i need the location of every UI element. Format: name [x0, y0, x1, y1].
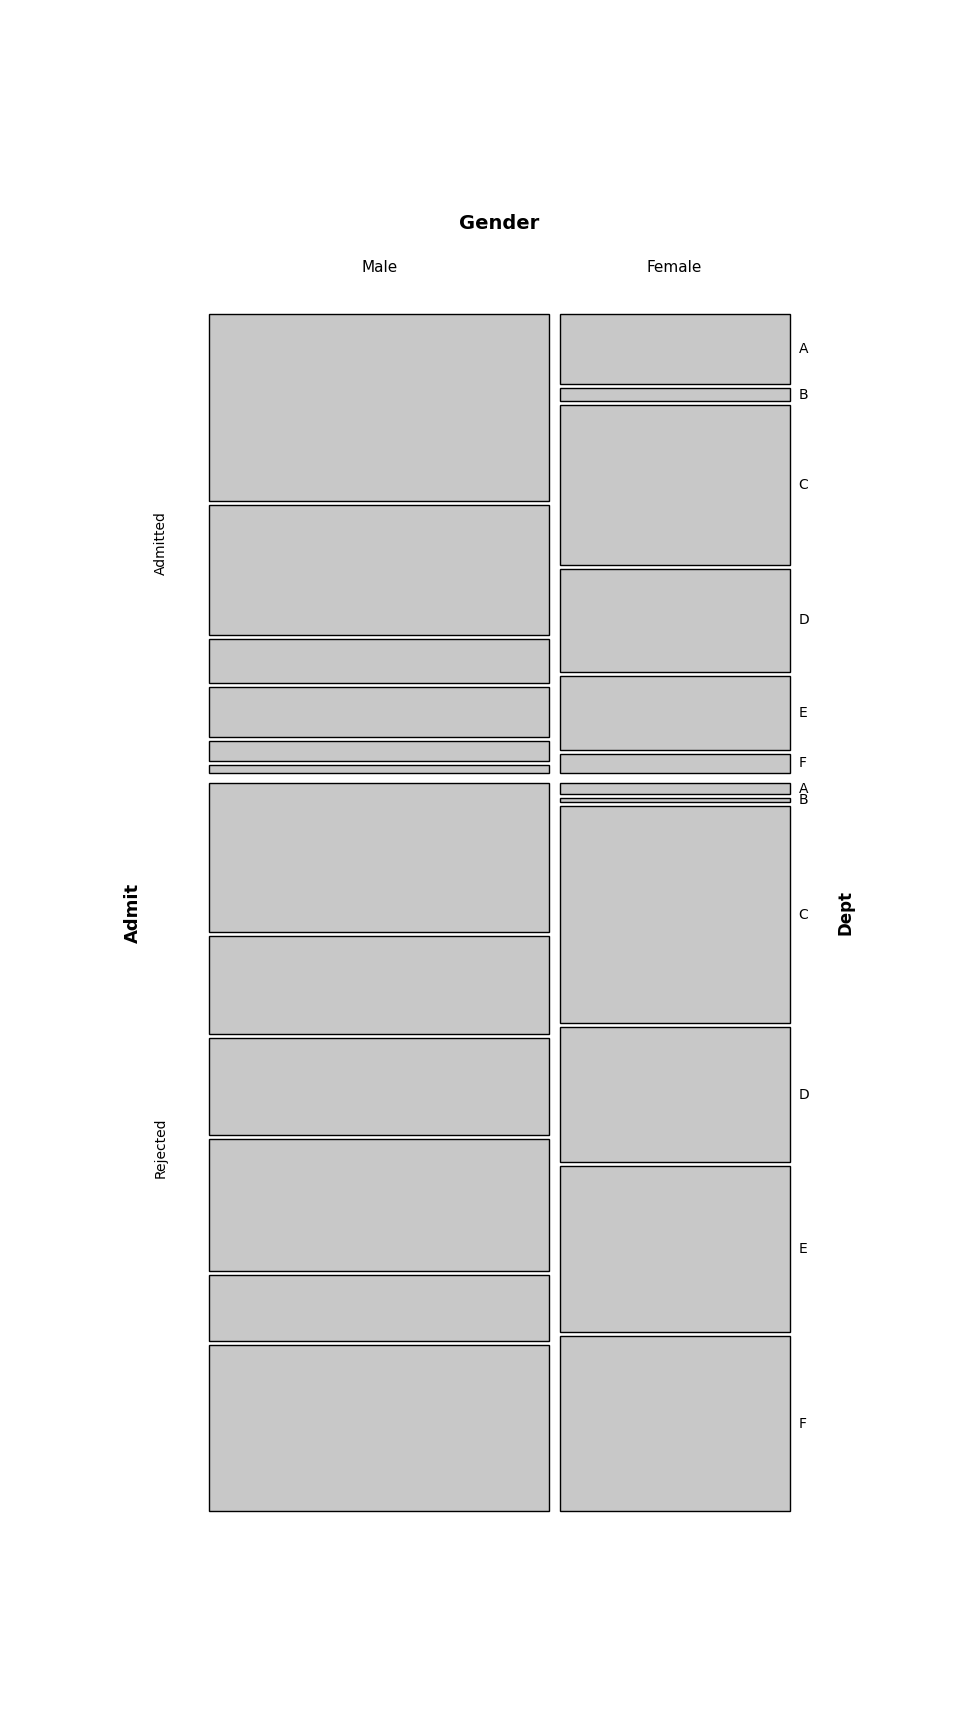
Bar [560, 406, 789, 565]
Bar [209, 639, 549, 683]
Bar [560, 1026, 789, 1163]
Bar [209, 506, 549, 634]
Bar [560, 569, 789, 672]
Bar [209, 314, 549, 501]
Bar [560, 1166, 789, 1332]
Text: Male: Male [361, 259, 397, 275]
Bar [560, 389, 789, 401]
Text: C: C [799, 907, 808, 921]
Bar [209, 783, 549, 931]
Bar [560, 753, 789, 772]
Bar [560, 1336, 789, 1512]
Bar [209, 686, 549, 738]
Bar [560, 676, 789, 750]
Bar [560, 783, 789, 793]
Text: D: D [799, 1087, 809, 1101]
Bar [209, 937, 549, 1033]
Bar [560, 807, 789, 1023]
Text: A: A [799, 781, 808, 795]
Text: F: F [799, 1417, 806, 1431]
Text: C: C [799, 479, 808, 492]
Bar [209, 741, 549, 760]
Text: Gender: Gender [459, 214, 540, 233]
Bar [560, 798, 789, 802]
Text: F: F [799, 757, 806, 771]
Bar [209, 1039, 549, 1135]
Bar [560, 314, 789, 384]
Text: Female: Female [647, 259, 703, 275]
Text: B: B [799, 387, 808, 401]
Text: A: A [799, 342, 808, 356]
Bar [209, 1344, 549, 1512]
Text: Admitted: Admitted [154, 511, 168, 575]
Text: Dept: Dept [836, 890, 854, 935]
Bar [209, 1275, 549, 1341]
Text: D: D [799, 613, 809, 627]
Text: B: B [799, 793, 808, 807]
Text: Admit: Admit [125, 883, 142, 942]
Bar [209, 766, 549, 772]
Text: Rejected: Rejected [154, 1116, 168, 1178]
Text: E: E [799, 1242, 807, 1256]
Text: E: E [799, 705, 807, 721]
Bar [209, 1139, 549, 1272]
